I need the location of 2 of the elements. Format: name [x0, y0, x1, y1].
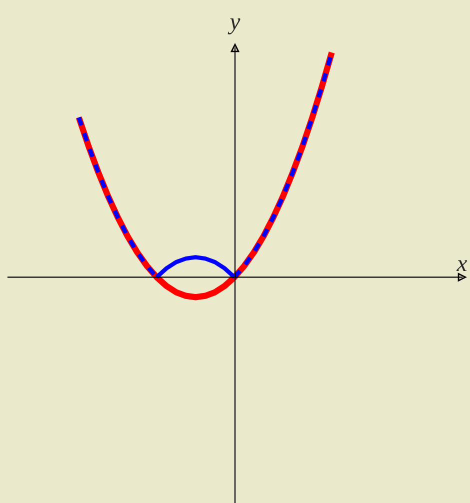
- y-axis-title: y: [228, 18, 240, 34]
- text: x: [456, 260, 468, 272]
